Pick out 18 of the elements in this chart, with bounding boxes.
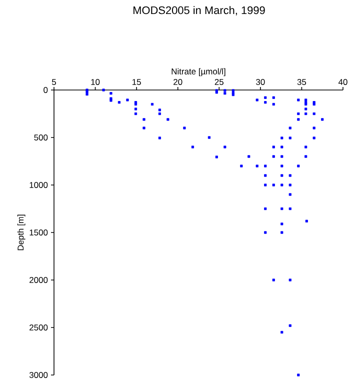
x-tick-label: 15 <box>132 79 142 85</box>
x-tick-label: 10 <box>91 78 100 85</box>
y-tick-label: 500 <box>34 134 48 140</box>
x-tick-label: 20 <box>174 78 182 85</box>
y-tick-label: 2000 <box>30 277 48 283</box>
y-tick-label: 1500 <box>30 230 48 236</box>
y-axis-title: Depth [m] <box>18 214 26 250</box>
y-tick-label: 2500 <box>30 324 48 330</box>
x-tick-label: 35 <box>298 78 306 85</box>
x-tick-label: 5 <box>52 79 56 85</box>
y-tick-label: 3000 <box>30 372 48 378</box>
y-tick-label: 0 <box>44 87 48 93</box>
x-tick-label: 30 <box>256 78 266 85</box>
chart-title: MODS2005 in March, 1999 <box>134 6 266 16</box>
x-axis-title: Nitrate [µmol/l] <box>172 68 226 76</box>
x-tick-label: 25 <box>215 78 224 85</box>
y-tick-label: 1000 <box>30 182 48 188</box>
x-tick-label: 40 <box>338 78 348 85</box>
